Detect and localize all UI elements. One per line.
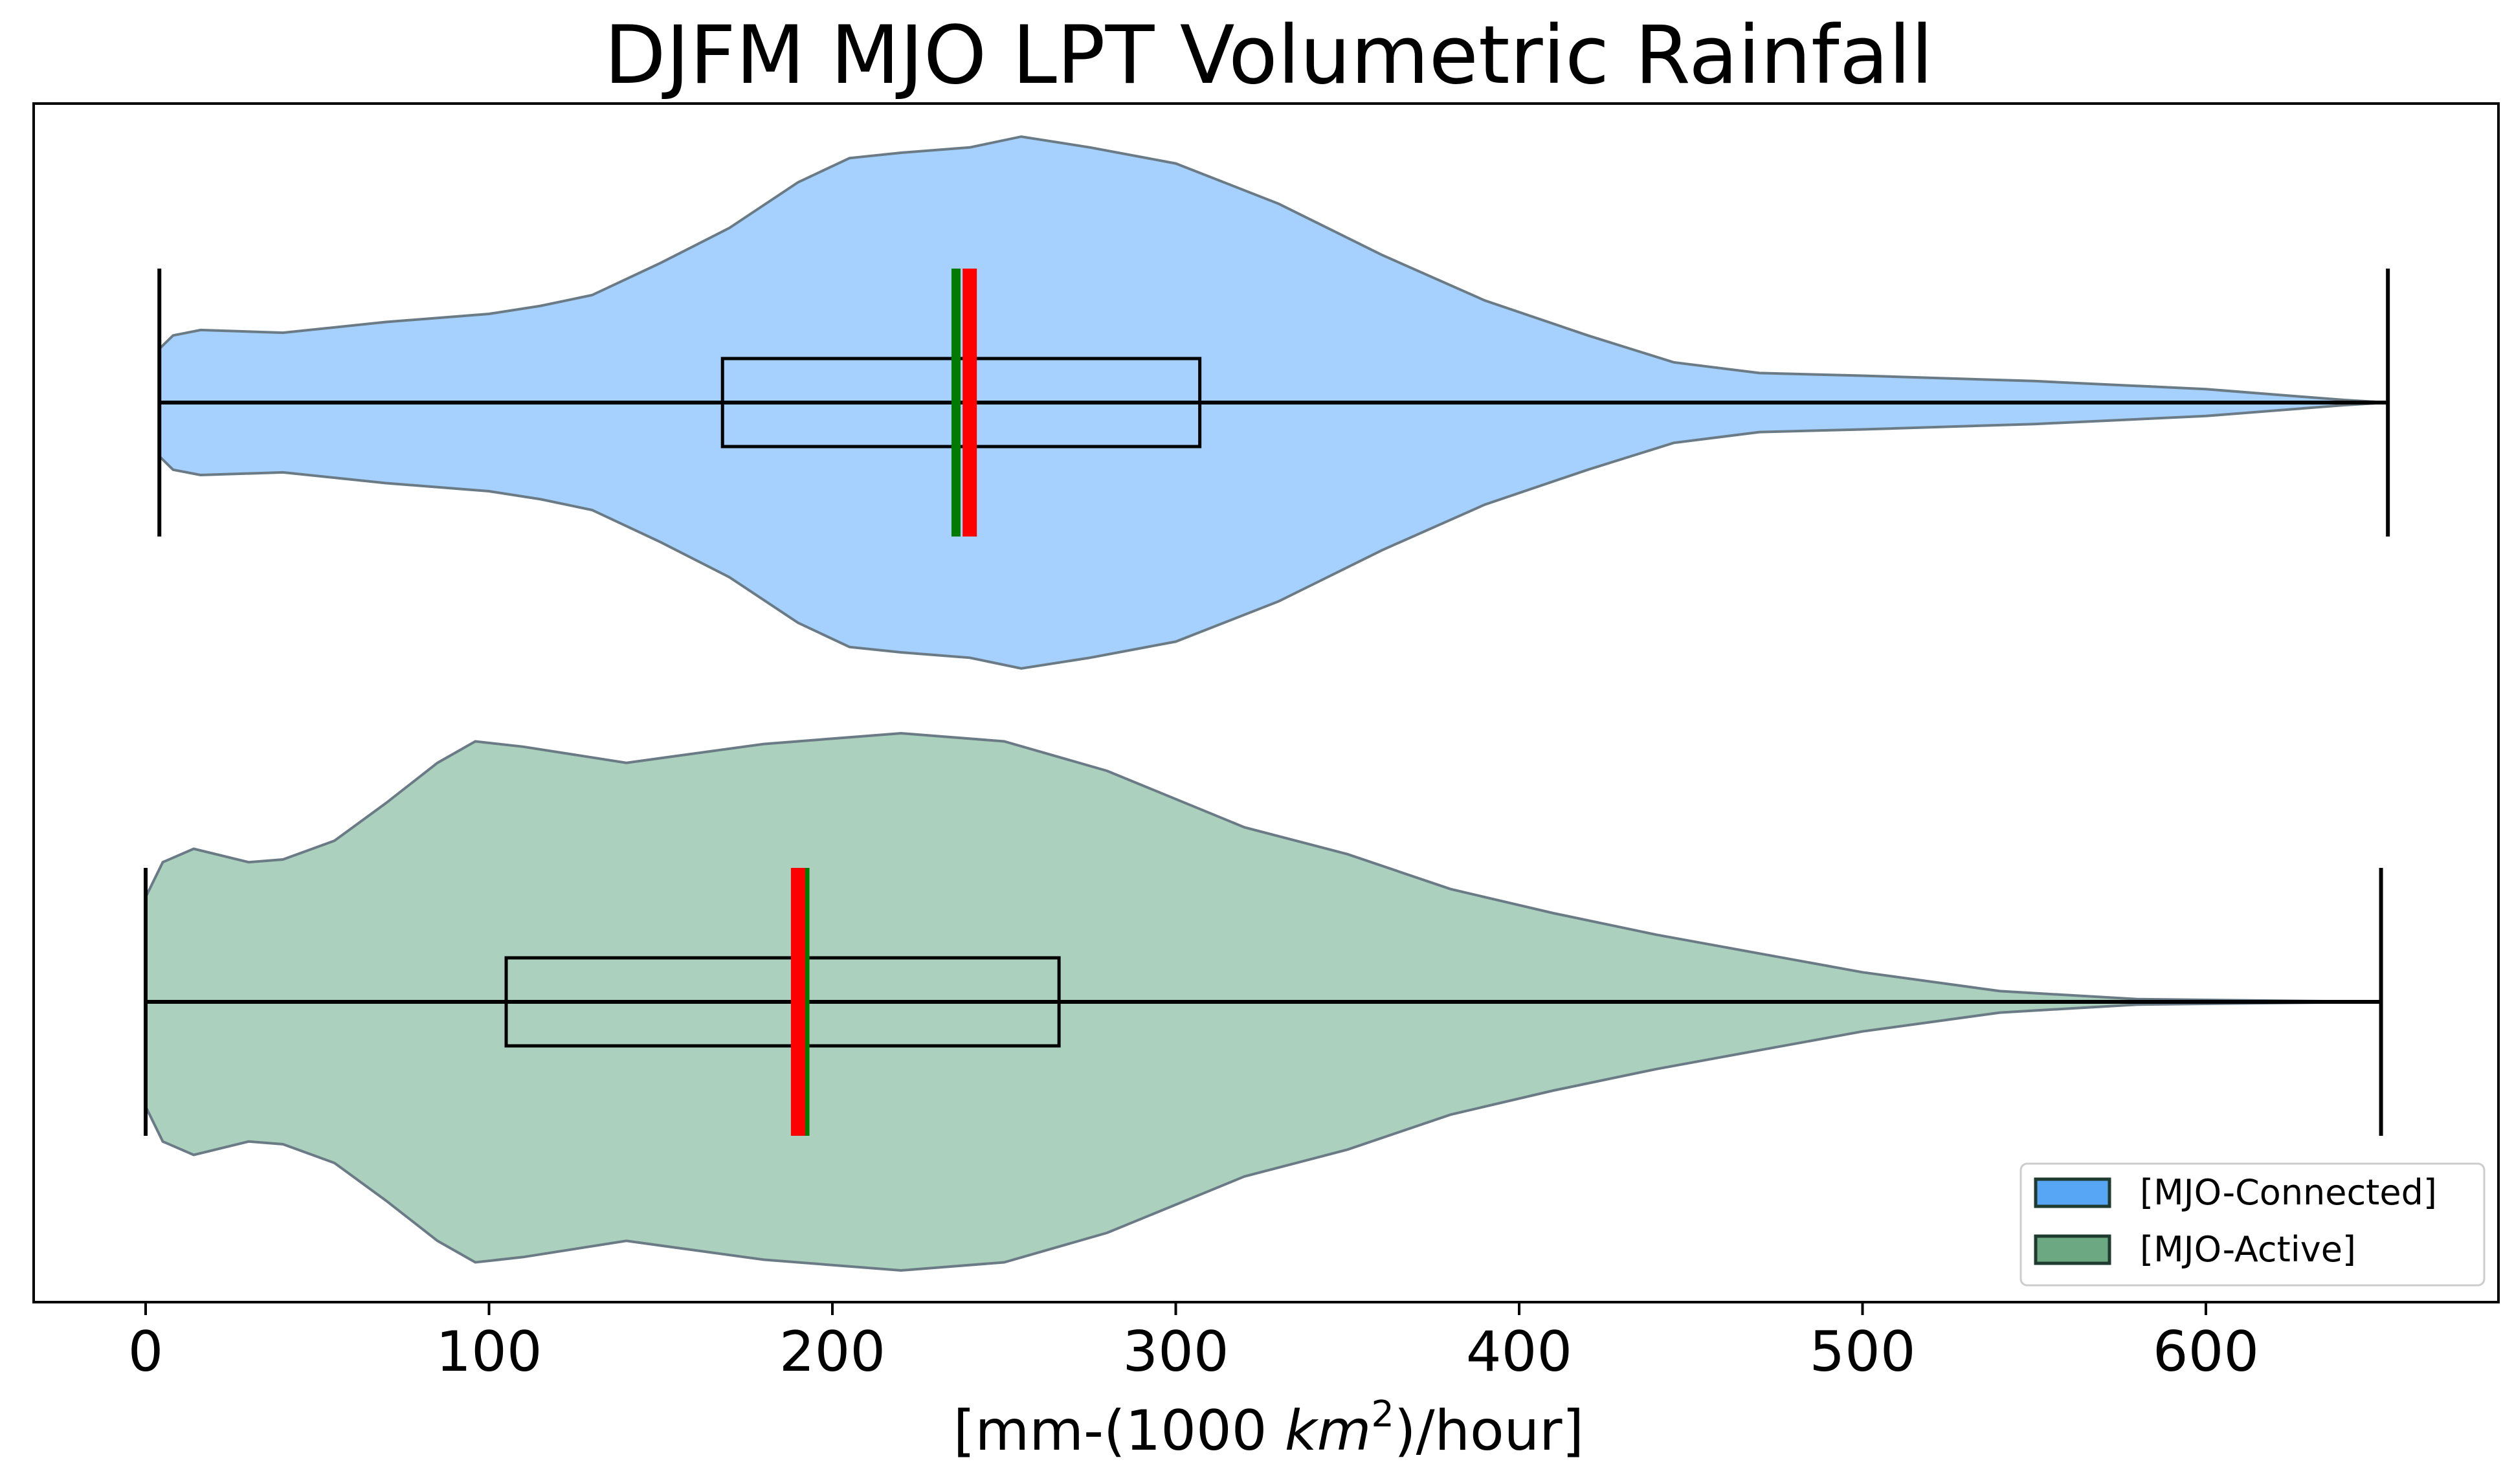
x-tick-label-0: 0 [128, 1320, 164, 1384]
iqr-box-mjo-active [504, 956, 1061, 1048]
median-marker-mjo-connected [962, 269, 977, 537]
median-marker-mjo-active [790, 868, 805, 1136]
legend-swatch-mjo-active [2034, 1234, 2111, 1265]
plot-area [144, 135, 2390, 1272]
violin-group-mjo-active [144, 731, 2383, 1272]
violin-group-mjo-connected [157, 135, 2390, 670]
x-tick-label-400: 400 [1466, 1320, 1572, 1384]
chart-title: DJFM MJO LPT Volumetric Rainfall [604, 9, 1933, 102]
x-tick-label-300: 300 [1122, 1320, 1229, 1384]
legend-frame [2019, 1162, 2486, 1287]
x-tick-label-600: 600 [2153, 1320, 2259, 1384]
x-axis-label: [mm-(1000 km2)/hour] [953, 1393, 1584, 1463]
mean-marker-mjo-connected [951, 269, 961, 537]
legend: [MJO-Connected] [MJO-Active] [2019, 1162, 2486, 1287]
x-tick-label-200: 200 [779, 1320, 885, 1384]
legend-swatch-mjo-connected [2034, 1177, 2111, 1208]
legend-label-mjo-active: [MJO-Active] [2140, 1229, 2356, 1270]
x-axis: 0 100 200 300 400 500 600 [128, 1302, 2259, 1384]
x-tick-label-100: 100 [436, 1320, 542, 1384]
iqr-box-mjo-connected [720, 357, 1202, 449]
legend-label-mjo-connected: [MJO-Connected] [2140, 1172, 2437, 1213]
plot-frame [32, 102, 2500, 1303]
x-tick-label-500: 500 [1809, 1320, 1915, 1384]
